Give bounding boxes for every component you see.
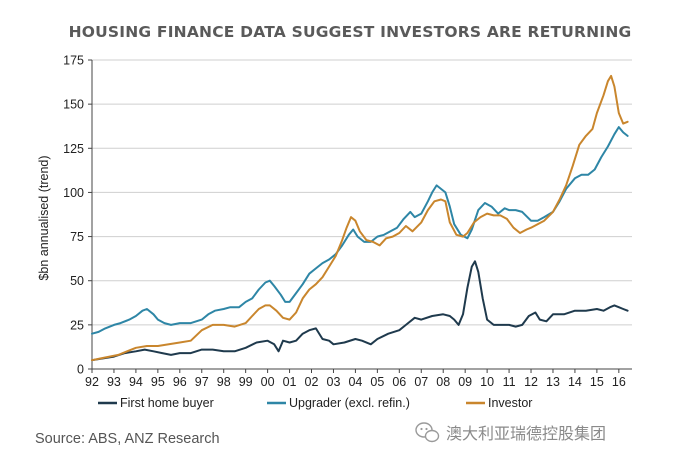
y-tick-label: 175 [63, 54, 84, 68]
x-tick-label: 95 [151, 375, 165, 389]
y-axis-ticks: 0 25 50 75 100 125 150 175 [63, 54, 92, 377]
x-tick-label: 14 [568, 375, 582, 389]
x-tick-label: 98 [217, 375, 231, 389]
x-tick-label: 94 [129, 375, 143, 389]
y-tick-label: 75 [70, 230, 84, 244]
legend-label-2: Investor [488, 396, 532, 410]
series-lines [91, 74, 629, 362]
chart-title: HOUSING FINANCE DATA SUGGEST INVESTORS A… [69, 23, 632, 41]
y-tick-label: 0 [77, 363, 84, 377]
x-tick-label: 13 [546, 375, 560, 389]
x-tick-label: 12 [524, 375, 538, 389]
y-tick-label: 150 [63, 98, 84, 112]
gridlines [92, 59, 632, 326]
x-tick-label: 09 [458, 375, 472, 389]
x-tick-label: 97 [195, 375, 209, 389]
x-tick-label: 04 [348, 375, 362, 389]
y-tick-label: 100 [63, 186, 84, 200]
x-tick-label: 96 [173, 375, 187, 389]
y-tick-label: 50 [70, 274, 84, 288]
x-tick-label: 92 [85, 375, 99, 389]
x-tick-label: 16 [612, 375, 626, 389]
watermark: 澳大利亚瑞德控股集团 [415, 422, 606, 443]
legend-label-1: Upgrader (excl. refin.) [289, 396, 410, 410]
x-tick-label: 99 [239, 375, 253, 389]
x-tick-label: 06 [392, 375, 406, 389]
axes [91, 60, 632, 370]
legend: First home buyer Upgrader (excl. refin.) I… [98, 396, 532, 410]
x-tick-label: 02 [305, 375, 319, 389]
x-tick-label: 00 [261, 375, 275, 389]
source-note: Source: ABS, ANZ Research [35, 431, 220, 447]
x-tick-label: 11 [503, 375, 516, 389]
watermark-text: 澳大利亚瑞德控股集团 [446, 424, 606, 443]
x-tick-label: 10 [480, 375, 494, 389]
y-axis-label: $bn annualised (trend) [37, 155, 51, 280]
series-line-0 [91, 260, 629, 362]
x-axis-ticks: 92 93 94 95 96 97 98 99 00 01 02 03 04 05 06 07 08 09 10 11… [85, 369, 626, 389]
x-tick-label: 93 [107, 375, 121, 389]
x-tick-label: 03 [327, 375, 341, 389]
wechat-icon [415, 422, 440, 443]
x-tick-label: 07 [414, 375, 428, 389]
series-line-2 [91, 74, 629, 362]
y-tick-label: 125 [63, 142, 84, 156]
x-tick-label: 01 [283, 375, 297, 389]
y-tick-label: 25 [70, 318, 84, 332]
x-tick-label: 15 [590, 375, 604, 389]
legend-label-0: First home buyer [120, 396, 214, 410]
x-tick-label: 08 [436, 375, 450, 389]
x-tick-label: 05 [370, 375, 384, 389]
